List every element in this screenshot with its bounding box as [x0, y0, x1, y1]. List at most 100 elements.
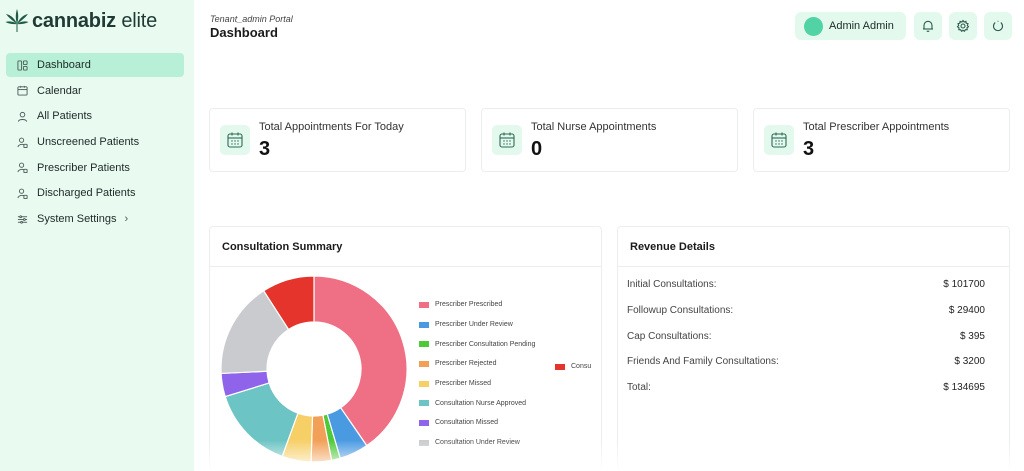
revenue-value: $ 395 [959, 331, 985, 342]
user-icon [16, 110, 28, 122]
legend-swatch [419, 321, 429, 328]
revenue-row-total: Total: $ 134695 [627, 382, 985, 393]
cannabis-leaf-icon [5, 9, 29, 32]
revenue-label: Followup Consultations: [627, 305, 734, 316]
revenue-row-followup: Followup Consultations: $ 29400 [627, 305, 985, 316]
sidebar-item-dashboard[interactable]: Dashboard [6, 53, 184, 77]
panel-title: Consultation Summary [210, 227, 601, 267]
brand-logo[interactable]: cannabiz elite [4, 8, 157, 34]
calendar-icon [220, 125, 250, 155]
sidebar-item-discharged-patients[interactable]: Discharged Patients [6, 181, 184, 205]
revenue-details-panel: Revenue Details Initial Consultations: $… [617, 226, 1010, 471]
power-icon [992, 20, 1004, 32]
legend-swatch [419, 380, 429, 387]
dashboard-icon [16, 59, 28, 71]
user-clipboard-icon [16, 162, 28, 174]
stat-value: 0 [531, 138, 543, 160]
sidebar-item-label: Prescriber Patients [37, 161, 130, 174]
settings-button[interactable] [949, 12, 977, 40]
donut-slice-consultation[interactable] [262, 275, 315, 331]
consultation-summary-panel: Consultation Summary Prescriber Prescrib… [209, 226, 602, 471]
legend-label: Prescriber Prescribed [435, 301, 503, 309]
legend-label: Consultation Nurse Approved [435, 399, 527, 407]
revenue-value: $ 134695 [943, 382, 985, 393]
legend-swatch [419, 360, 429, 367]
legend-label: Consu [571, 363, 592, 370]
revenue-label: Friends And Family Consultations: [627, 356, 779, 367]
calendar-icon [764, 125, 794, 155]
legend-label: Prescriber Consultation Pending [435, 340, 536, 348]
stat-label: Total Nurse Appointments [531, 121, 657, 133]
user-clipboard-icon [16, 136, 28, 148]
legend-label: Prescriber Rejected [435, 360, 497, 368]
revenue-row-cap: Cap Consultations: $ 395 [627, 331, 985, 342]
legend-item-prescriber-missed[interactable]: Prescriber Missed [419, 374, 535, 394]
revenue-label: Total: [627, 382, 651, 393]
avatar [804, 16, 823, 36]
gear-icon [956, 19, 970, 33]
stat-card-nurse-appointments: Total Nurse Appointments 0 [481, 108, 738, 172]
revenue-value: $ 101700 [943, 279, 985, 290]
legend-item-prescriber-prescribed[interactable]: Prescriber Prescribed [419, 295, 535, 315]
legend-swatch [555, 363, 565, 370]
notifications-button[interactable] [914, 12, 942, 40]
portal-label: Tenant_admin Portal [210, 14, 293, 24]
legend-label: Prescriber Missed [435, 380, 492, 388]
legend-item-consultation-missed[interactable]: Consultation Missed [419, 413, 535, 433]
consultation-donut-chart [220, 275, 408, 463]
logout-button[interactable] [984, 12, 1012, 40]
legend-label: Prescriber Under Review [435, 321, 513, 329]
sidebar-item-label: Calendar [37, 84, 82, 97]
sliders-icon [16, 213, 28, 225]
legend-label: Consultation Missed [435, 419, 499, 427]
sidebar-item-calendar[interactable]: Calendar [6, 79, 184, 103]
legend-item-prescriber-under-review[interactable]: Prescriber Under Review [419, 315, 535, 335]
sidebar: cannabiz elite Dashboard Calendar All Pa… [0, 0, 194, 471]
chevron-right-icon: › [124, 213, 129, 226]
user-clipboard-icon [16, 187, 28, 199]
legend-item-consultation-nurse-approved[interactable]: Consultation Nurse Approved [419, 393, 535, 413]
calendar-icon [16, 85, 28, 97]
legend-item-prescriber-consultation-pending[interactable]: Prescriber Consultation Pending [419, 334, 535, 354]
sidebar-item-label: Discharged Patients [37, 187, 136, 200]
revenue-row-initial: Initial Consultations: $ 101700 [627, 279, 985, 290]
page-title: Dashboard [210, 25, 278, 40]
chart-legend: Prescriber Prescribed Prescriber Under Re… [419, 295, 535, 453]
legend-swatch [419, 301, 429, 308]
revenue-label: Initial Consultations: [627, 279, 717, 290]
user-name: Admin Admin [829, 20, 894, 32]
user-menu-button[interactable]: Admin Admin [795, 12, 906, 40]
legend-swatch [419, 439, 429, 446]
donut-slice-prescriber-prescribed[interactable] [313, 275, 408, 447]
sidebar-item-all-patients[interactable]: All Patients [6, 104, 184, 128]
revenue-value: $ 3200 [954, 356, 985, 367]
stat-value: 3 [803, 138, 815, 160]
sidebar-item-system-settings[interactable]: System Settings › [6, 207, 184, 231]
sidebar-item-unscreened-patients[interactable]: Unscreened Patients [6, 130, 184, 154]
legend-swatch [419, 400, 429, 407]
sidebar-item-label: All Patients [37, 110, 93, 123]
bell-icon [923, 20, 933, 32]
stat-label: Total Prescriber Appointments [803, 121, 950, 133]
sidebar-item-label: System Settings [37, 213, 117, 226]
legend-item-consultation[interactable]: Consu [555, 363, 591, 370]
sidebar-nav: Dashboard Calendar All Patients Unscreen… [6, 53, 184, 233]
sidebar-item-prescriber-patients[interactable]: Prescriber Patients [6, 156, 184, 180]
legend-label: Consultation Under Review [435, 439, 520, 447]
legend-swatch [419, 419, 429, 426]
panel-title: Revenue Details [618, 227, 1009, 267]
legend-item-consultation-under-review[interactable]: Consultation Under Review [419, 433, 535, 453]
legend-swatch [419, 341, 429, 348]
stat-card-prescriber-appointments: Total Prescriber Appointments 3 [753, 108, 1010, 172]
sidebar-item-label: Dashboard [37, 59, 91, 71]
revenue-value: $ 29400 [948, 305, 985, 316]
revenue-row-friends-family: Friends And Family Consultations: $ 3200 [627, 356, 985, 367]
revenue-label: Cap Consultations: [627, 331, 712, 342]
stat-value: 3 [259, 138, 271, 160]
brand-name: cannabiz elite [32, 9, 158, 32]
sidebar-item-label: Unscreened Patients [37, 136, 140, 149]
legend-item-prescriber-rejected[interactable]: Prescriber Rejected [419, 354, 535, 374]
stat-label: Total Appointments For Today [259, 121, 404, 133]
calendar-icon [492, 125, 522, 155]
stat-card-appointments-today: Total Appointments For Today 3 [209, 108, 466, 172]
